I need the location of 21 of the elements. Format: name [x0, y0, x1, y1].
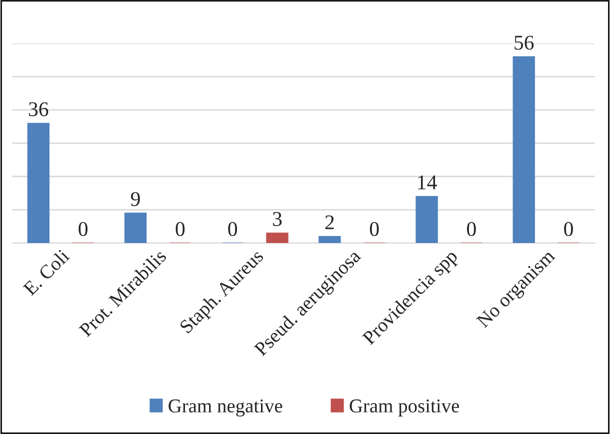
- data-label: 2: [325, 215, 334, 230]
- data-label: 0: [370, 222, 379, 236]
- bar: [266, 232, 288, 244]
- x-tick-label: E. Coli: [22, 248, 70, 296]
- legend-label: Gram positive: [350, 399, 459, 416]
- bar: [27, 122, 50, 244]
- data-label: 9: [130, 192, 140, 206]
- legend-label: Gram negative: [168, 399, 282, 416]
- bar: [318, 236, 341, 244]
- bar: [512, 56, 535, 244]
- data-label: 0: [176, 222, 185, 236]
- bar: [416, 196, 438, 244]
- data-label: 3: [273, 212, 282, 226]
- data-label: 56: [514, 36, 534, 50]
- data-label: 14: [418, 175, 437, 190]
- data-label: 0: [228, 222, 238, 236]
- bar: [124, 212, 147, 244]
- data-label: 36: [28, 102, 48, 116]
- data-label: 0: [467, 222, 476, 236]
- data-label: 0: [564, 222, 573, 236]
- data-label: 0: [78, 222, 88, 236]
